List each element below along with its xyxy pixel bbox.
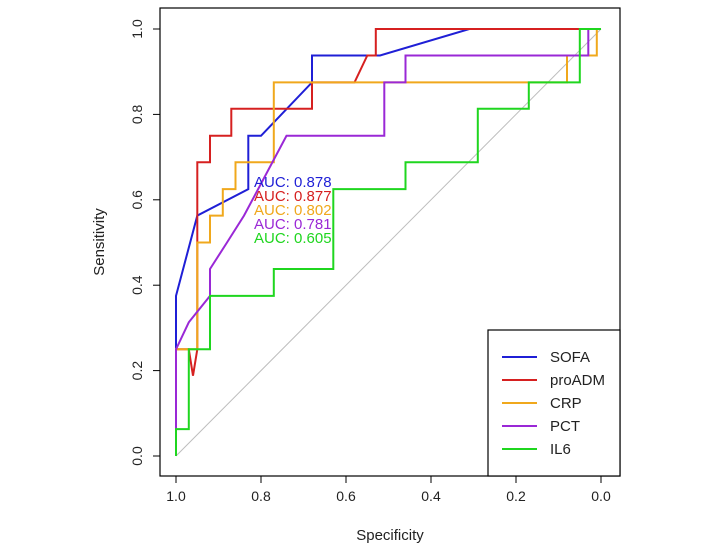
x-tick-label: 0.2 <box>506 488 526 504</box>
x-tick-label: 1.0 <box>166 488 186 504</box>
y-tick-label: 0.8 <box>129 104 145 124</box>
y-tick-label: 1.0 <box>129 19 145 39</box>
auc-label: AUC: 0.878 <box>254 174 332 191</box>
y-axis-title: Sensitivity <box>91 208 108 276</box>
reference-diagonal-line <box>175 28 602 457</box>
y-axis: 0.0 0.2 0.4 0.6 0.8 1.0 <box>129 19 161 466</box>
y-tick-label: 0.2 <box>129 361 145 381</box>
auc-label: AUC: 0.605 <box>254 230 332 247</box>
roc-curve-sofa <box>175 28 601 456</box>
x-tick-label: 0.6 <box>336 488 356 504</box>
roc-curve-proadm <box>175 28 601 456</box>
legend-label-il6: IL6 <box>550 441 571 458</box>
auc-label: AUC: 0.877 <box>254 188 332 205</box>
roc-curve-pct <box>175 28 601 456</box>
legend: SOFA proADM CRP PCT IL6 <box>487 329 621 477</box>
roc-curves <box>175 28 601 456</box>
legend-label-sofa: SOFA <box>550 349 590 366</box>
x-tick-label: 0.0 <box>591 488 611 504</box>
x-axis: 1.0 0.8 0.6 0.4 0.2 0.0 <box>166 475 611 504</box>
y-tick-label: 0.6 <box>129 190 145 210</box>
y-tick-label: 0.0 <box>129 446 145 466</box>
auc-label: AUC: 0.802 <box>254 202 332 219</box>
x-tick-label: 0.8 <box>251 488 271 504</box>
x-axis-title: Specificity <box>356 527 424 544</box>
auc-label: AUC: 0.781 <box>254 216 332 233</box>
legend-label-crp: CRP <box>550 395 582 412</box>
x-tick-label: 0.4 <box>421 488 441 504</box>
y-tick-label: 0.4 <box>129 275 145 295</box>
legend-label-pct: PCT <box>550 418 580 435</box>
roc-curve-il6 <box>175 28 601 456</box>
legend-label-proadm: proADM <box>550 372 605 389</box>
